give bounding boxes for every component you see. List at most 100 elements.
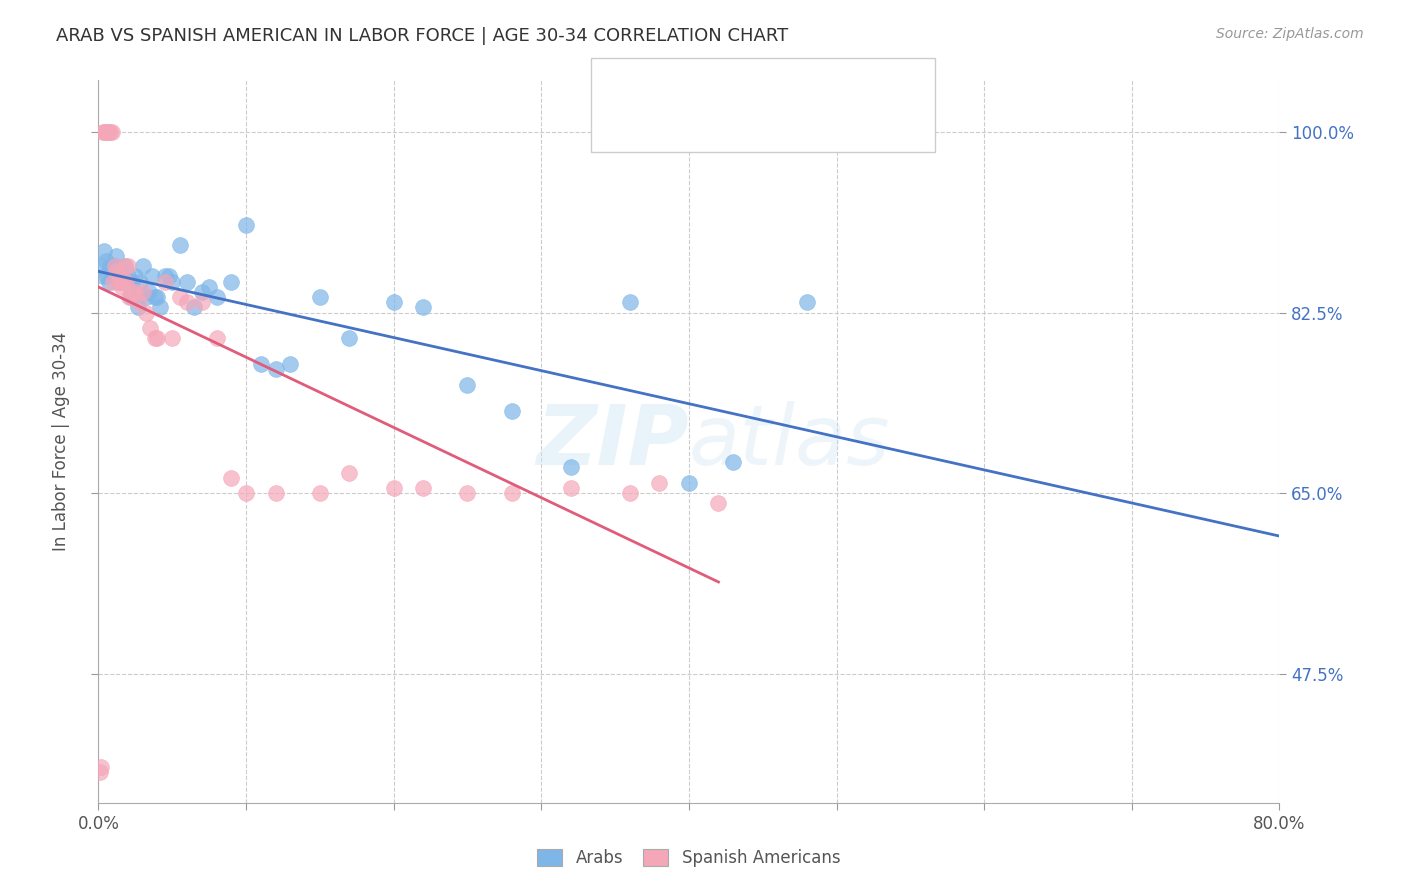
Text: -0.096: -0.096 — [700, 75, 758, 93]
Point — [141, 269, 163, 284]
Point — [153, 269, 176, 284]
Point — [280, 357, 302, 371]
Point — [198, 279, 221, 293]
Point — [127, 295, 149, 310]
Point — [191, 295, 214, 310]
Point — [121, 275, 143, 289]
Point — [124, 269, 146, 284]
Point — [412, 481, 434, 495]
Point — [114, 259, 136, 273]
Point — [382, 481, 405, 495]
Text: N =: N = — [799, 115, 838, 133]
Point — [560, 460, 582, 475]
Point — [191, 285, 214, 299]
Point — [115, 275, 138, 289]
Point — [91, 125, 114, 139]
Point — [100, 125, 122, 139]
Point — [309, 486, 332, 500]
Point — [91, 269, 114, 284]
Point — [120, 285, 142, 299]
Point — [107, 269, 129, 284]
Point — [114, 259, 136, 273]
Point — [124, 285, 146, 299]
Point — [117, 269, 139, 284]
Point — [93, 125, 115, 139]
Point — [118, 290, 141, 304]
Point — [221, 275, 243, 289]
Point — [104, 259, 127, 273]
Point — [97, 125, 120, 139]
Legend: Arabs, Spanish Americans: Arabs, Spanish Americans — [531, 842, 846, 874]
Point — [457, 486, 479, 500]
Text: R =: R = — [644, 75, 683, 93]
Point — [339, 466, 361, 480]
Point — [205, 290, 228, 304]
Point — [221, 471, 243, 485]
Point — [149, 301, 172, 315]
Point — [103, 275, 125, 289]
Point — [105, 249, 128, 263]
Point — [146, 290, 169, 304]
Text: N =: N = — [799, 75, 838, 93]
Point — [619, 295, 641, 310]
Text: ARAB VS SPANISH AMERICAN IN LABOR FORCE | AGE 30-34 CORRELATION CHART: ARAB VS SPANISH AMERICAN IN LABOR FORCE … — [56, 27, 789, 45]
Point — [108, 275, 131, 289]
Point — [707, 496, 730, 510]
Point — [139, 321, 162, 335]
Point — [100, 264, 122, 278]
Text: 48: 48 — [852, 115, 875, 133]
Point — [98, 259, 121, 273]
Point — [619, 486, 641, 500]
Point — [105, 264, 128, 278]
Point — [339, 331, 361, 345]
Text: ZIP: ZIP — [536, 401, 689, 482]
Point — [107, 269, 129, 284]
Point — [135, 305, 157, 319]
Point — [120, 290, 142, 304]
Point — [501, 403, 523, 417]
Point — [678, 475, 700, 490]
Point — [94, 125, 117, 139]
Text: 57: 57 — [852, 75, 875, 93]
Point — [132, 285, 155, 299]
Point — [112, 275, 135, 289]
Point — [146, 331, 169, 345]
Point — [382, 295, 405, 310]
Point — [796, 295, 818, 310]
Point — [153, 275, 176, 289]
Point — [90, 759, 112, 773]
Point — [169, 290, 191, 304]
Point — [94, 254, 117, 268]
Point — [157, 269, 180, 284]
Point — [723, 455, 745, 469]
Point — [89, 764, 111, 779]
Point — [169, 238, 191, 252]
Point — [176, 275, 198, 289]
Point — [138, 285, 160, 299]
Y-axis label: In Labor Force | Age 30-34: In Labor Force | Age 30-34 — [52, 332, 70, 551]
Point — [104, 259, 127, 273]
Point — [264, 362, 287, 376]
Point — [457, 377, 479, 392]
Point — [90, 259, 112, 273]
Point — [93, 244, 115, 258]
Point — [183, 301, 205, 315]
Point — [264, 486, 287, 500]
Point — [96, 125, 118, 139]
Point — [135, 290, 157, 304]
Text: R =: R = — [644, 115, 683, 133]
Text: atlas: atlas — [689, 401, 890, 482]
Point — [96, 269, 118, 284]
Point — [98, 125, 121, 139]
Text: 0.364: 0.364 — [700, 115, 752, 133]
Point — [176, 295, 198, 310]
Point — [108, 275, 131, 289]
Point — [648, 475, 671, 490]
Point — [162, 331, 183, 345]
Point — [250, 357, 273, 371]
Point — [162, 275, 183, 289]
Point — [132, 259, 155, 273]
Point — [143, 290, 166, 304]
Point — [112, 275, 135, 289]
Point — [110, 264, 132, 278]
